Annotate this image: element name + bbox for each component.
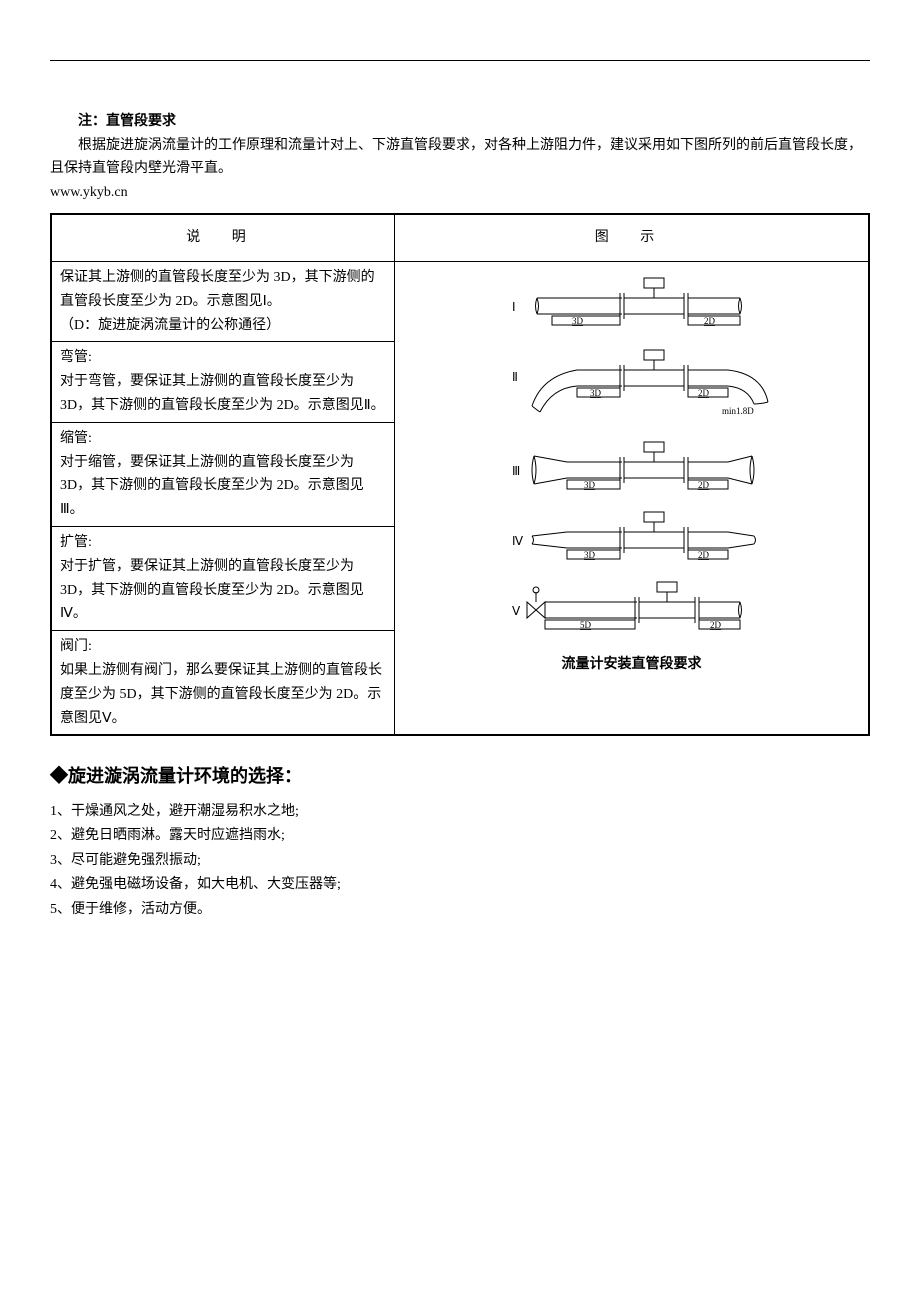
env-item: 2、避免日晒雨淋。露天时应遮挡雨水; xyxy=(50,825,870,847)
svg-text:Ⅱ: Ⅱ xyxy=(512,370,518,384)
svg-text:min1.8D: min1.8D xyxy=(722,406,754,416)
svg-text:3D: 3D xyxy=(572,316,584,326)
diagram-4: Ⅳ xyxy=(482,510,782,570)
section-title: ◆旋进漩涡流量计环境的选择： xyxy=(50,762,870,791)
diagram-5: Ⅴ xyxy=(482,580,782,640)
env-item: 5、便于维修，活动方便。 xyxy=(50,899,870,921)
svg-text:2D: 2D xyxy=(698,388,710,398)
svg-text:5D: 5D xyxy=(580,620,592,630)
svg-text:3D: 3D xyxy=(590,388,602,398)
table-row-desc: 扩管:对于扩管，要保证其上游侧的直管段长度至少为 3D，其下游侧的直管段长度至少… xyxy=(51,526,395,630)
table-header-illus: 图 示 xyxy=(395,214,869,262)
svg-text:2D: 2D xyxy=(704,316,716,326)
svg-text:Ⅰ: Ⅰ xyxy=(512,300,516,314)
env-item: 4、避免强电磁场设备，如大电机、大变压器等; xyxy=(50,874,870,896)
env-item: 1、干燥通风之处，避开潮湿易积水之地; xyxy=(50,801,870,823)
table-row-desc: 弯管:对于弯管，要保证其上游侧的直管段长度至少为 3D，其下游侧的直管段长度至少… xyxy=(51,342,395,422)
page-top-rule xyxy=(50,60,870,61)
diagram-1: Ⅰ xyxy=(482,276,782,336)
table-row-desc: 缩管:对于缩管，要保证其上游侧的直管段长度至少为 3D，其下游侧的直管段长度至少… xyxy=(51,422,395,526)
diagram-3: Ⅲ xyxy=(482,440,782,500)
svg-text:Ⅴ: Ⅴ xyxy=(512,604,521,618)
svg-text:3D: 3D xyxy=(584,550,596,560)
note-paragraph: 根据旋进旋涡流量计的工作原理和流量计对上、下游直管段要求，对各种上游阻力件，建议… xyxy=(50,135,870,180)
svg-text:2D: 2D xyxy=(698,480,710,490)
diagram-2: Ⅱ xyxy=(482,346,782,430)
svg-text:Ⅲ: Ⅲ xyxy=(512,464,520,478)
table-header-desc: 说 明 xyxy=(51,214,395,262)
svg-text:Ⅳ: Ⅳ xyxy=(512,534,523,548)
requirements-table: 说 明 图 示 保证其上游侧的直管段长度至少为 3D，其下游侧的直管段长度至少为… xyxy=(50,213,870,737)
svg-text:2D: 2D xyxy=(710,620,722,630)
note-url: www.ykyb.cn xyxy=(50,182,870,204)
env-item: 3、尽可能避免强烈振动; xyxy=(50,850,870,872)
svg-text:3D: 3D xyxy=(584,480,596,490)
svg-text:2D: 2D xyxy=(698,550,710,560)
illustration-caption: 流量计安装直管段要求 xyxy=(405,654,858,676)
table-illustration-cell: Ⅰ xyxy=(395,261,869,735)
table-row-desc: 阀门:如果上游侧有阀门，那么要保证其上游侧的直管段长度至少为 5D，其下游侧的直… xyxy=(51,631,395,736)
table-row-desc: 保证其上游侧的直管段长度至少为 3D，其下游侧的直管段长度至少为 2D。示意图见… xyxy=(51,261,395,341)
note-title: 注：直管段要求 xyxy=(50,111,870,133)
